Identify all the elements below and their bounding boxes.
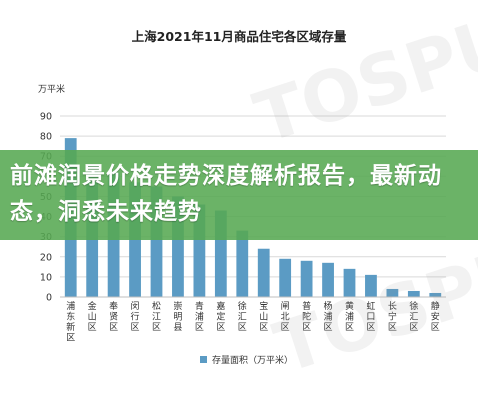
x-tick-label: 宝 xyxy=(259,300,268,312)
x-tick-label: 普 xyxy=(302,300,311,312)
x-tick-label: 行 xyxy=(131,311,140,323)
x-tick-label: 浦 xyxy=(195,311,204,323)
x-tick-label: 区 xyxy=(131,322,140,333)
x-tick-label: 区 xyxy=(238,322,247,333)
x-tick-label: 区 xyxy=(388,322,397,333)
x-tick-label: 浦 xyxy=(66,300,75,312)
y-tick-label: 0 xyxy=(46,293,52,304)
bar xyxy=(322,262,334,297)
x-tick-label: 黄 xyxy=(345,300,354,312)
bar xyxy=(365,274,377,297)
x-tick-label: 定 xyxy=(216,311,225,323)
x-tick-label: 区 xyxy=(366,322,375,333)
x-tick-label: 嘉 xyxy=(216,300,225,312)
x-tick-label: 江 xyxy=(152,312,161,323)
x-tick-label: 陀 xyxy=(302,311,311,323)
x-tick-label: 山 xyxy=(88,312,97,323)
x-tick-label: 区 xyxy=(109,322,118,333)
chart-title: 上海2021年11月商品住宅各区域存量 xyxy=(131,29,347,44)
y-tick-label: 80 xyxy=(40,132,52,143)
x-tick-label: 东 xyxy=(66,311,75,323)
bar xyxy=(343,268,356,297)
x-tick-label: 区 xyxy=(259,322,268,333)
x-tick-label: 金 xyxy=(88,300,97,312)
x-tick-label: 浦 xyxy=(345,311,354,323)
headline-banner: 前滩润景价格走势深度解析报告，最新动态，洞悉未来趋势 xyxy=(0,150,478,240)
x-tick-label: 崇 xyxy=(173,301,182,312)
x-tick-label: 县 xyxy=(173,322,182,333)
x-tick-label: 山 xyxy=(259,312,268,323)
bar xyxy=(386,288,399,297)
bar xyxy=(193,204,206,297)
headline-text: 前滩润景价格走势深度解析报告，最新动态，洞悉未来趋势 xyxy=(10,163,442,225)
x-tick-label: 区 xyxy=(324,322,333,333)
x-tick-label: 区 xyxy=(409,322,418,333)
bar xyxy=(429,292,442,297)
x-tick-label: 宁 xyxy=(388,311,397,323)
x-tick-label: 口 xyxy=(366,313,375,323)
legend-swatch xyxy=(200,356,207,363)
bar xyxy=(172,196,184,297)
x-tick-label: 奉 xyxy=(109,300,118,312)
x-tick-label: 闵 xyxy=(131,300,140,312)
x-tick-label: 区 xyxy=(281,322,290,333)
y-axis-unit: 万平米 xyxy=(38,85,66,95)
bar xyxy=(257,248,270,297)
x-tick-label: 虹 xyxy=(366,301,375,312)
x-tick-label: 区 xyxy=(195,322,204,333)
x-tick-label: 青 xyxy=(195,300,204,312)
bar xyxy=(214,210,227,297)
y-tick-label: 10 xyxy=(40,272,52,283)
x-tick-label: 长 xyxy=(388,300,397,312)
x-tick-label: 浦 xyxy=(324,311,333,323)
x-tick-label: 徐 xyxy=(409,300,418,312)
x-tick-label: 区 xyxy=(66,333,75,344)
bar xyxy=(150,186,163,297)
bar xyxy=(300,260,313,297)
x-tick-label: 区 xyxy=(216,322,225,333)
x-tick-label: 汇 xyxy=(238,312,247,323)
legend-label: 存量面积（万平米） xyxy=(212,354,293,366)
x-tick-label: 静 xyxy=(431,300,440,312)
x-tick-label: 安 xyxy=(431,311,440,323)
y-tick-label: 90 xyxy=(40,112,52,123)
x-tick-label: 闸 xyxy=(281,301,290,312)
x-tick-label: 区 xyxy=(302,322,311,333)
x-tick-label: 徐 xyxy=(238,300,247,312)
bar xyxy=(279,258,292,297)
x-tick-label: 贤 xyxy=(109,312,118,323)
bar xyxy=(407,290,420,297)
x-tick-label: 新 xyxy=(66,321,75,333)
x-tick-label: 区 xyxy=(152,322,161,333)
x-tick-label: 杨 xyxy=(324,300,333,312)
x-tick-label: 区 xyxy=(431,322,440,333)
y-tick-label: 20 xyxy=(40,252,52,263)
x-tick-label: 区 xyxy=(345,322,354,333)
x-tick-label: 松 xyxy=(152,300,161,312)
x-tick-label: 明 xyxy=(173,312,182,323)
bar xyxy=(236,230,249,297)
x-tick-label: 区 xyxy=(88,322,97,333)
x-tick-label: 汇 xyxy=(409,312,418,323)
x-tick-label: 北 xyxy=(281,312,290,323)
